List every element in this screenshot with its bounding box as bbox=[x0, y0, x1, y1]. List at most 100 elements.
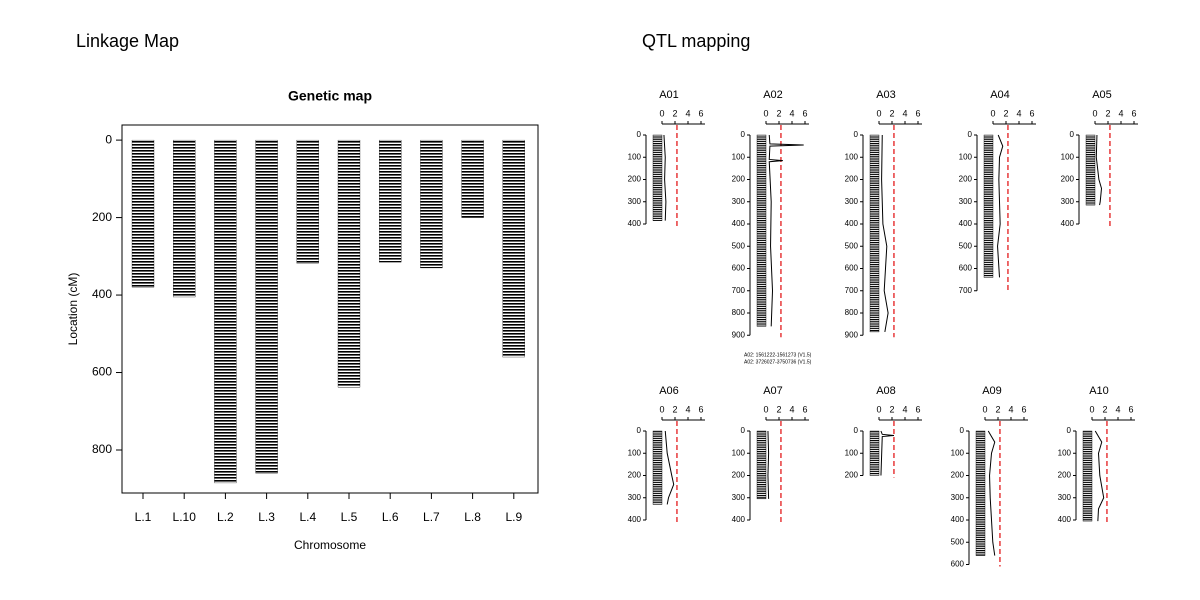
x-tick-label: 0 bbox=[763, 404, 768, 414]
y-tick-label: 0 bbox=[854, 130, 859, 139]
y-tick-label: 100 bbox=[959, 152, 973, 161]
x-tick-label: L.7 bbox=[423, 510, 440, 524]
chromosome-markers bbox=[869, 430, 880, 476]
x-tick-label: 2 bbox=[889, 404, 894, 414]
lod-curve bbox=[881, 134, 889, 332]
chromosome-markers bbox=[652, 134, 663, 221]
lod-curve bbox=[880, 430, 894, 476]
y-tick-label: 100 bbox=[628, 448, 642, 457]
x-tick-label: 4 bbox=[1008, 404, 1013, 414]
chromosome-markers bbox=[461, 139, 484, 218]
x-tick-label: 0 bbox=[763, 108, 768, 118]
chromosome-markers bbox=[1082, 430, 1093, 522]
qtl-title: A07 bbox=[763, 385, 783, 397]
x-tick-label: 2 bbox=[776, 108, 781, 118]
y-tick-label: 100 bbox=[732, 448, 746, 457]
x-tick-label: 4 bbox=[789, 108, 794, 118]
y-tick-label: 200 bbox=[628, 471, 642, 480]
chromosome-markers bbox=[756, 134, 767, 327]
x-tick-label: L.10 bbox=[173, 510, 197, 524]
y-tick-label: 0 bbox=[968, 130, 973, 139]
x-tick-label: 6 bbox=[915, 108, 920, 118]
y-tick-label: 200 bbox=[845, 471, 859, 480]
x-tick-label: 2 bbox=[1003, 108, 1008, 118]
plot-frame bbox=[121, 124, 539, 494]
lod-curve bbox=[663, 134, 667, 221]
y-tick-label: 600 bbox=[951, 560, 965, 569]
y-tick-label: 600 bbox=[732, 264, 746, 273]
panel-title: QTL mapping bbox=[642, 31, 750, 51]
y-tick-label: 800 bbox=[92, 442, 112, 456]
y-tick-label: 100 bbox=[732, 152, 746, 161]
x-tick-label: 4 bbox=[685, 404, 690, 414]
x-tick-label: 6 bbox=[915, 404, 920, 414]
y-tick-label: 200 bbox=[92, 210, 112, 224]
qtl-title: A01 bbox=[659, 89, 679, 101]
y-tick-label: 400 bbox=[732, 515, 746, 524]
x-tick-label: 2 bbox=[672, 404, 677, 414]
y-tick-label: 300 bbox=[1058, 493, 1072, 502]
y-tick-label: 100 bbox=[845, 448, 859, 457]
y-tick-label: 400 bbox=[1058, 515, 1072, 524]
lod-curve bbox=[664, 430, 675, 505]
x-tick-label: 0 bbox=[990, 108, 995, 118]
y-tick-label: 700 bbox=[732, 286, 746, 295]
chromosome-markers bbox=[869, 134, 880, 333]
chart-title: Genetic map bbox=[288, 88, 372, 104]
y-tick-label: 400 bbox=[1061, 219, 1075, 228]
x-tick-label: 2 bbox=[672, 108, 677, 118]
x-tick-label: 4 bbox=[902, 108, 907, 118]
x-tick-label: 0 bbox=[876, 108, 881, 118]
x-tick-label: 2 bbox=[1102, 404, 1107, 414]
x-tick-label: 6 bbox=[1128, 404, 1133, 414]
y-tick-label: 400 bbox=[732, 219, 746, 228]
y-tick-label: 500 bbox=[951, 537, 965, 546]
chromosome-markers bbox=[983, 134, 994, 278]
x-tick-label: 4 bbox=[685, 108, 690, 118]
y-tick-label: 0 bbox=[1070, 130, 1075, 139]
y-tick-label: 600 bbox=[959, 264, 973, 273]
x-tick-label: 0 bbox=[1089, 404, 1094, 414]
y-tick-label: 600 bbox=[92, 365, 112, 379]
annotation: A02: 3726027-3750736 (V1.5) bbox=[744, 360, 812, 366]
x-tick-label: 2 bbox=[995, 404, 1000, 414]
x-tick-label: L.9 bbox=[505, 510, 522, 524]
x-tick-label: 2 bbox=[776, 404, 781, 414]
y-tick-label: 800 bbox=[732, 308, 746, 317]
chromosome-markers bbox=[255, 139, 278, 474]
y-tick-label: 200 bbox=[628, 175, 642, 184]
x-tick-label: L.1 bbox=[135, 510, 152, 524]
y-tick-label: 400 bbox=[628, 515, 642, 524]
lod-curve bbox=[1095, 134, 1103, 206]
x-tick-label: L.6 bbox=[382, 510, 399, 524]
qtl-title: A02 bbox=[763, 89, 783, 101]
y-tick-label: 200 bbox=[1061, 175, 1075, 184]
lod-curve bbox=[997, 134, 1004, 278]
y-tick-label: 500 bbox=[732, 241, 746, 250]
x-tick-label: 6 bbox=[1021, 404, 1026, 414]
x-tick-label: 0 bbox=[659, 108, 664, 118]
y-tick-label: 0 bbox=[637, 426, 642, 435]
y-tick-label: 300 bbox=[845, 197, 859, 206]
x-axis-label: Chromosome bbox=[294, 538, 366, 552]
y-tick-label: 0 bbox=[105, 132, 112, 146]
lod-curve bbox=[768, 134, 804, 327]
x-tick-label: L.8 bbox=[464, 510, 481, 524]
chromosome-markers bbox=[296, 139, 319, 264]
y-tick-label: 200 bbox=[951, 471, 965, 480]
y-tick-label: 500 bbox=[959, 241, 973, 250]
x-tick-label: 0 bbox=[876, 404, 881, 414]
chromosome-markers bbox=[214, 139, 237, 484]
y-tick-label: 100 bbox=[628, 152, 642, 161]
y-tick-label: 300 bbox=[628, 197, 642, 206]
y-tick-label: 200 bbox=[1058, 471, 1072, 480]
y-tick-label: 0 bbox=[741, 426, 746, 435]
y-tick-label: 100 bbox=[951, 448, 965, 457]
lod-curve bbox=[1094, 430, 1105, 522]
x-tick-label: 6 bbox=[802, 404, 807, 414]
y-tick-label: 300 bbox=[951, 493, 965, 502]
x-tick-label: 6 bbox=[802, 108, 807, 118]
y-tick-label: 300 bbox=[732, 493, 746, 502]
chromosome-markers bbox=[131, 139, 155, 288]
